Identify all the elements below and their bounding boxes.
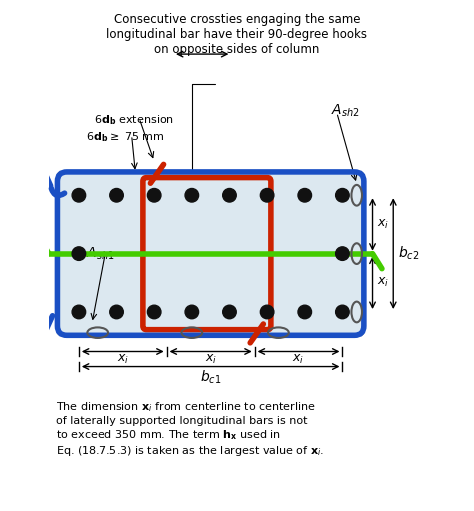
Circle shape — [336, 305, 349, 319]
Circle shape — [72, 305, 86, 319]
Circle shape — [185, 189, 199, 202]
Circle shape — [72, 189, 86, 202]
Text: $x_i$: $x_i$ — [117, 354, 129, 366]
Circle shape — [147, 305, 161, 319]
Text: 6$\mathbf{d_b}$$\geq$ 75 mm: 6$\mathbf{d_b}$$\geq$ 75 mm — [86, 130, 165, 144]
Text: $x_i$: $x_i$ — [377, 218, 389, 231]
Circle shape — [110, 189, 123, 202]
Text: Consecutive crossties engaging the same
longitudinal bar have their 90-degree ho: Consecutive crossties engaging the same … — [107, 13, 367, 56]
Circle shape — [336, 189, 349, 202]
FancyBboxPatch shape — [58, 173, 363, 335]
Circle shape — [185, 305, 199, 319]
Text: 6$\mathbf{d_b}$ extension: 6$\mathbf{d_b}$ extension — [94, 113, 174, 127]
Text: $A_{sh2}$: $A_{sh2}$ — [331, 102, 360, 119]
Circle shape — [336, 247, 349, 261]
Circle shape — [223, 305, 236, 319]
Text: $b_{c1}$: $b_{c1}$ — [200, 368, 221, 386]
Text: $b_{c2}$: $b_{c2}$ — [398, 245, 419, 262]
Circle shape — [72, 247, 86, 261]
Text: $x_i$: $x_i$ — [377, 276, 389, 289]
Circle shape — [147, 189, 161, 202]
Circle shape — [223, 189, 236, 202]
Circle shape — [298, 189, 311, 202]
Circle shape — [260, 189, 274, 202]
Text: $x_i$: $x_i$ — [292, 354, 305, 366]
Circle shape — [298, 305, 311, 319]
Circle shape — [110, 305, 123, 319]
Text: $A_{sh1}$: $A_{sh1}$ — [86, 245, 115, 262]
Text: $x_i$: $x_i$ — [205, 354, 217, 366]
Circle shape — [260, 305, 274, 319]
Text: The dimension $\mathbf{x}_i$ from centerline to centerline
of laterally supporte: The dimension $\mathbf{x}_i$ from center… — [56, 401, 325, 458]
